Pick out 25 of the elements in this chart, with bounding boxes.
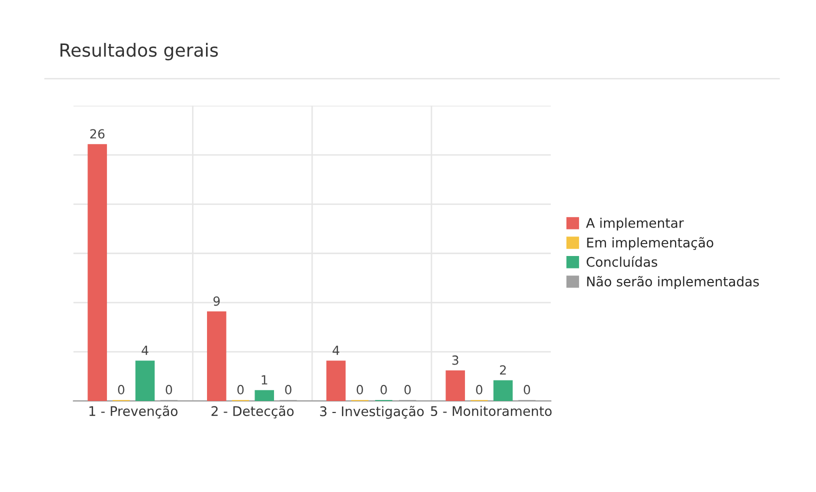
data-label: 0 [237,384,244,394]
data-label: 0 [166,384,172,394]
data-label: 3 [452,355,458,365]
x-tick-label: 1 - Prevenção [89,406,178,418]
x-tick-label: 2 - Detecção [212,406,294,418]
legend-label: Em implementação [587,237,714,250]
data-label: 0 [380,384,387,394]
legend-label: Concluídas [586,256,658,267]
legend-label: Não serão implementadas [587,276,759,290]
data-label: 4 [142,346,148,355]
data-label: 1 [262,375,268,384]
data-label: 0 [404,384,411,394]
data-label: 0 [524,384,530,394]
data-label: 2 [500,365,506,375]
data-label: 0 [356,384,363,394]
legend-label: A implementar [586,218,684,230]
data-label: 0 [118,384,124,394]
x-tick-label: 3 - Investigação [320,406,424,419]
data-label: 26 [90,129,104,139]
x-tick-label: 5 - Monitoramento [430,406,552,416]
data-label: 0 [285,384,292,394]
chart-title: Resultados gerais [60,42,218,60]
data-label: 9 [213,296,220,306]
data-label: 4 [332,346,340,355]
data-label: 0 [476,384,482,394]
